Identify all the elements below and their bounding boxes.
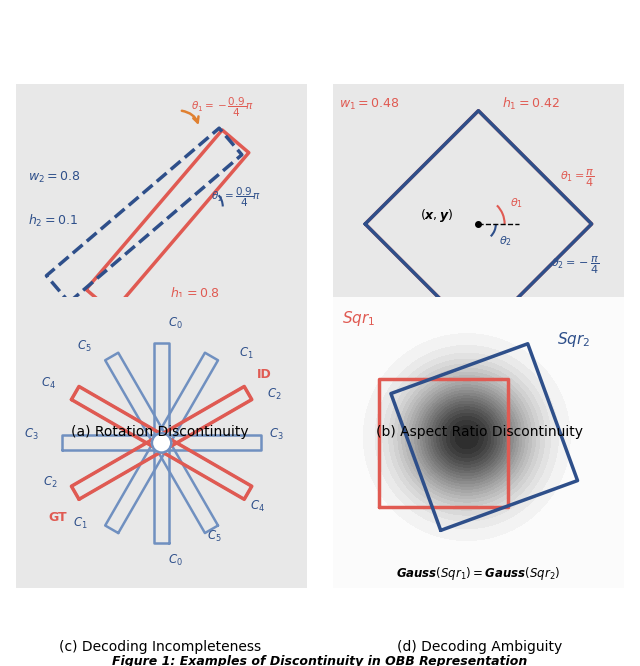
Text: $Sqr_2$: $Sqr_2$ [557, 330, 590, 349]
Text: $OBB_1:(x,y,w_1,h_1,\theta_1)$: $OBB_1:(x,y,w_1,h_1,\theta_1)$ [417, 336, 540, 350]
Text: $C_4$: $C_4$ [250, 499, 265, 514]
Text: $C_3$: $C_3$ [269, 426, 284, 442]
Text: $w_1=0.48$: $w_1=0.48$ [339, 97, 399, 112]
Text: $\theta_1=\dfrac{\pi}{4}$: $\theta_1=\dfrac{\pi}{4}$ [560, 167, 595, 189]
Text: ID: ID [257, 368, 271, 381]
Text: $h_1=0.8$: $h_1=0.8$ [170, 286, 220, 302]
Text: $OBB_2:(x,y,w_2,h_2,\theta_2)$: $OBB_2:(x,y,w_2,h_2,\theta_2)$ [100, 360, 223, 374]
Text: $C_1$: $C_1$ [73, 516, 88, 531]
Text: $C_4$: $C_4$ [41, 376, 56, 391]
Text: $\theta_2$: $\theta_2$ [499, 234, 512, 248]
Text: $C_3$: $C_3$ [24, 426, 38, 442]
Text: GT: GT [49, 511, 67, 523]
Text: $C_5$: $C_5$ [77, 339, 92, 354]
Text: $h_1=0.42$: $h_1=0.42$ [502, 95, 559, 112]
Text: $(\boldsymbol{x},\boldsymbol{y})$: $(\boldsymbol{x},\boldsymbol{y})$ [420, 206, 454, 224]
Text: $\boldsymbol{Gauss}(Sqr_1)=\boldsymbol{Gauss}(Sqr_2)$: $\boldsymbol{Gauss}(Sqr_1)=\boldsymbol{G… [396, 565, 561, 582]
Text: $C_2$: $C_2$ [43, 475, 58, 490]
Text: $OBB_2:(x,y,w_2,h_2,\theta_2)$: $OBB_2:(x,y,w_2,h_2,\theta_2)$ [417, 360, 540, 374]
Text: $OBB_1:(x,y,w_1,h_1,\theta_1)$: $OBB_1:(x,y,w_1,h_1,\theta_1)$ [100, 336, 223, 350]
Circle shape [152, 433, 172, 453]
Text: Figure 1: Examples of Discontinuity in OBB Representation: Figure 1: Examples of Discontinuity in O… [113, 655, 527, 666]
Text: (c) Decoding Incompleteness: (c) Decoding Incompleteness [59, 640, 261, 655]
Text: $w_2=0.8$: $w_2=0.8$ [28, 170, 80, 185]
Text: $\theta_1$: $\theta_1$ [511, 196, 524, 210]
Text: $\theta_1=-\dfrac{0.9}{4}\pi$: $\theta_1=-\dfrac{0.9}{4}\pi$ [191, 96, 253, 119]
Text: (b) Aspect Ratio Discontinuity: (b) Aspect Ratio Discontinuity [376, 425, 584, 440]
Text: $C_0$: $C_0$ [168, 316, 183, 330]
Text: $h_2=0.42$: $h_2=0.42$ [493, 334, 550, 350]
Text: $C_2$: $C_2$ [268, 386, 282, 402]
Text: $Sqr_1$: $Sqr_1$ [342, 310, 375, 328]
Text: $C_1$: $C_1$ [239, 346, 254, 361]
Text: $w_2=0.48$: $w_2=0.48$ [339, 335, 399, 350]
Text: $h_2=0.1$: $h_2=0.1$ [28, 213, 77, 229]
Text: $C_0$: $C_0$ [168, 553, 183, 568]
Text: $w_1=0.1$: $w_1=0.1$ [170, 312, 223, 328]
Text: (a) Rotation Discontinuity: (a) Rotation Discontinuity [71, 425, 249, 440]
Text: $\theta_2=-\dfrac{\pi}{4}$: $\theta_2=-\dfrac{\pi}{4}$ [551, 254, 600, 276]
Text: (d) Decoding Ambiguity: (d) Decoding Ambiguity [397, 640, 563, 655]
Text: $C_5$: $C_5$ [207, 529, 221, 544]
Text: $\theta_2=\dfrac{0.9}{4}\pi$: $\theta_2=\dfrac{0.9}{4}\pi$ [211, 186, 261, 209]
